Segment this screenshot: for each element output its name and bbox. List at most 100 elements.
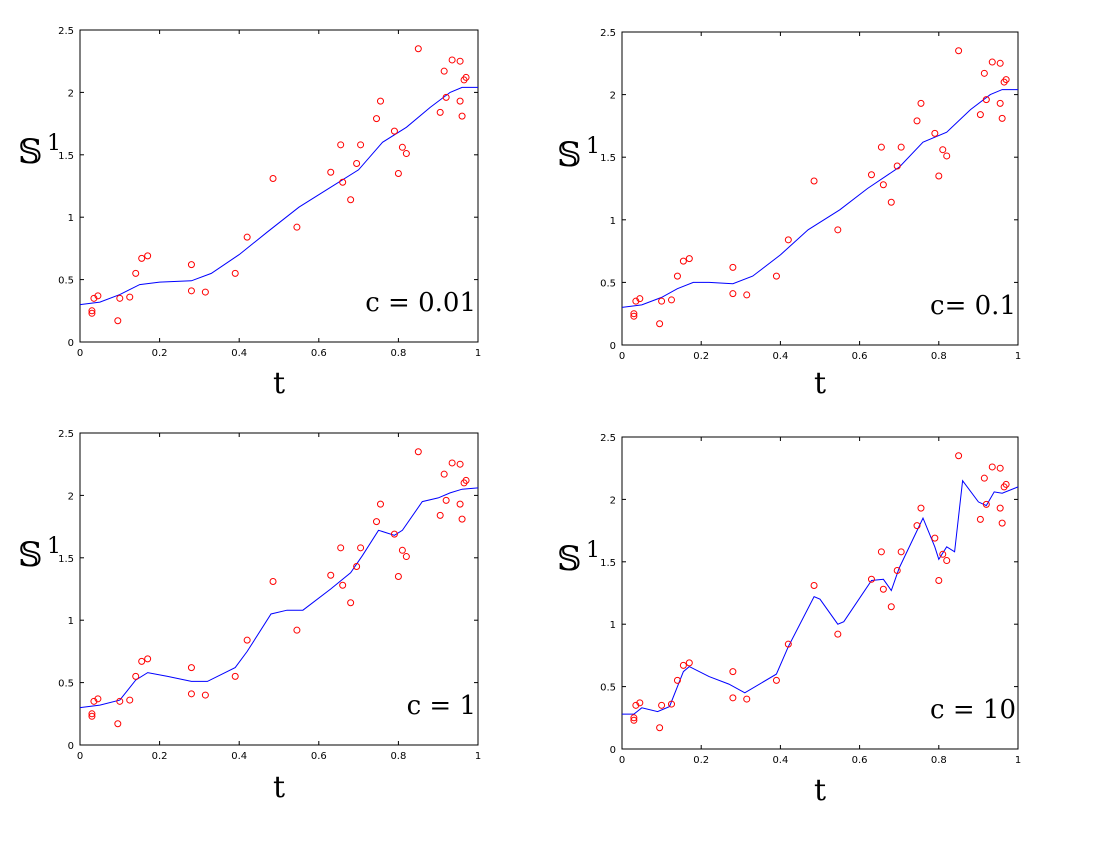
fitted-curve	[621, 89, 1018, 308]
y-tick-label: 1.5	[58, 554, 74, 565]
data-point	[834, 226, 842, 234]
data-point	[887, 603, 895, 611]
fitted-curve	[79, 487, 479, 709]
data-point	[743, 695, 751, 703]
data-point	[656, 320, 664, 328]
data-point	[939, 146, 947, 154]
data-point	[879, 181, 887, 189]
data-point	[269, 578, 277, 586]
data-point	[976, 111, 984, 119]
data-point	[456, 500, 464, 508]
data-point	[357, 544, 365, 552]
fitted-curve	[622, 479, 1019, 715]
data-point	[931, 129, 939, 137]
data-point	[772, 676, 780, 684]
parameter-annotation: c = 1	[407, 691, 476, 721]
x-tick-label: 1	[475, 751, 481, 762]
data-point	[201, 691, 209, 699]
data-point	[810, 582, 818, 590]
data-point	[114, 317, 122, 325]
data-point	[998, 519, 1006, 527]
x-tick-label: 0.8	[931, 755, 947, 766]
data-point	[679, 661, 687, 669]
data-point	[126, 696, 134, 704]
x-tick-label: 0	[77, 348, 83, 359]
data-point	[462, 73, 470, 81]
data-point	[668, 296, 675, 304]
data-point	[917, 504, 925, 512]
data-point	[414, 448, 422, 456]
x-axis-label: t	[814, 773, 826, 808]
data-point	[353, 160, 361, 168]
data-point	[982, 500, 990, 508]
fitted-curve	[79, 86, 478, 306]
data-point	[347, 196, 355, 204]
data-point	[327, 571, 335, 579]
y-tick-label: 0.5	[600, 278, 616, 289]
data-point	[94, 292, 102, 300]
y-tick-label: 1.5	[600, 153, 616, 164]
data-point	[456, 460, 464, 468]
x-tick-label: 0.2	[152, 348, 168, 359]
data-point	[982, 96, 990, 104]
data-point	[436, 511, 444, 519]
data-point	[834, 630, 842, 638]
x-tick-label: 0.4	[231, 751, 247, 762]
data-point	[394, 573, 402, 581]
data-point	[630, 714, 638, 722]
data-point	[390, 127, 398, 135]
data-point	[456, 97, 464, 105]
data-point	[187, 287, 195, 295]
data-point	[897, 548, 905, 556]
y-tick-label: 2.5	[600, 28, 616, 39]
data-point	[729, 694, 737, 702]
x-tick-label: 1	[475, 348, 481, 359]
data-point	[269, 175, 277, 183]
data-point	[636, 295, 644, 303]
y-tick-label: 0.5	[58, 276, 74, 287]
x-tick-label: 0.6	[311, 348, 327, 359]
x-tick-label: 0	[619, 351, 625, 362]
data-point	[390, 530, 398, 538]
data-point	[996, 99, 1004, 107]
data-point	[394, 170, 402, 178]
x-tick-label: 0.4	[772, 351, 788, 362]
data-point	[144, 655, 152, 663]
data-point	[980, 69, 988, 77]
data-point	[743, 291, 751, 299]
data-point	[630, 310, 638, 318]
data-point	[658, 701, 666, 709]
data-point	[440, 470, 448, 478]
y-tick-label: 2	[68, 88, 74, 99]
y-tick-label: 1	[610, 216, 616, 227]
data-point	[414, 45, 422, 53]
data-point	[668, 700, 675, 708]
data-point	[656, 724, 664, 732]
data-point	[988, 58, 996, 66]
panel-c-10: 0 0.2 0.4 0.6 0.8 100.511.522.5𝕊 1tc = 10	[557, 433, 1021, 808]
data-point	[436, 108, 444, 116]
data-point	[980, 474, 988, 482]
data-point	[729, 263, 737, 271]
data-point	[373, 518, 381, 526]
data-point	[376, 97, 384, 105]
data-point	[729, 668, 737, 676]
data-point	[337, 544, 345, 552]
data-point	[132, 269, 140, 277]
parameter-annotation: c = 0.01	[365, 288, 476, 318]
data-point	[231, 672, 239, 680]
data-point	[458, 515, 466, 523]
y-tick-label: 1	[610, 620, 616, 631]
x-axis-label: t	[273, 770, 285, 805]
data-point	[685, 659, 693, 667]
data-point	[462, 476, 470, 484]
data-point	[913, 522, 921, 530]
data-point	[636, 699, 644, 707]
data-point	[976, 515, 984, 523]
data-point	[353, 563, 361, 571]
data-point	[114, 720, 122, 728]
data-point	[187, 690, 195, 698]
data-point	[658, 297, 666, 305]
panel-c-1: 0 0.2 0.4 0.6 0.8 100.511.522.5𝕊 1tc = 1	[18, 429, 481, 805]
data-point	[630, 716, 638, 724]
